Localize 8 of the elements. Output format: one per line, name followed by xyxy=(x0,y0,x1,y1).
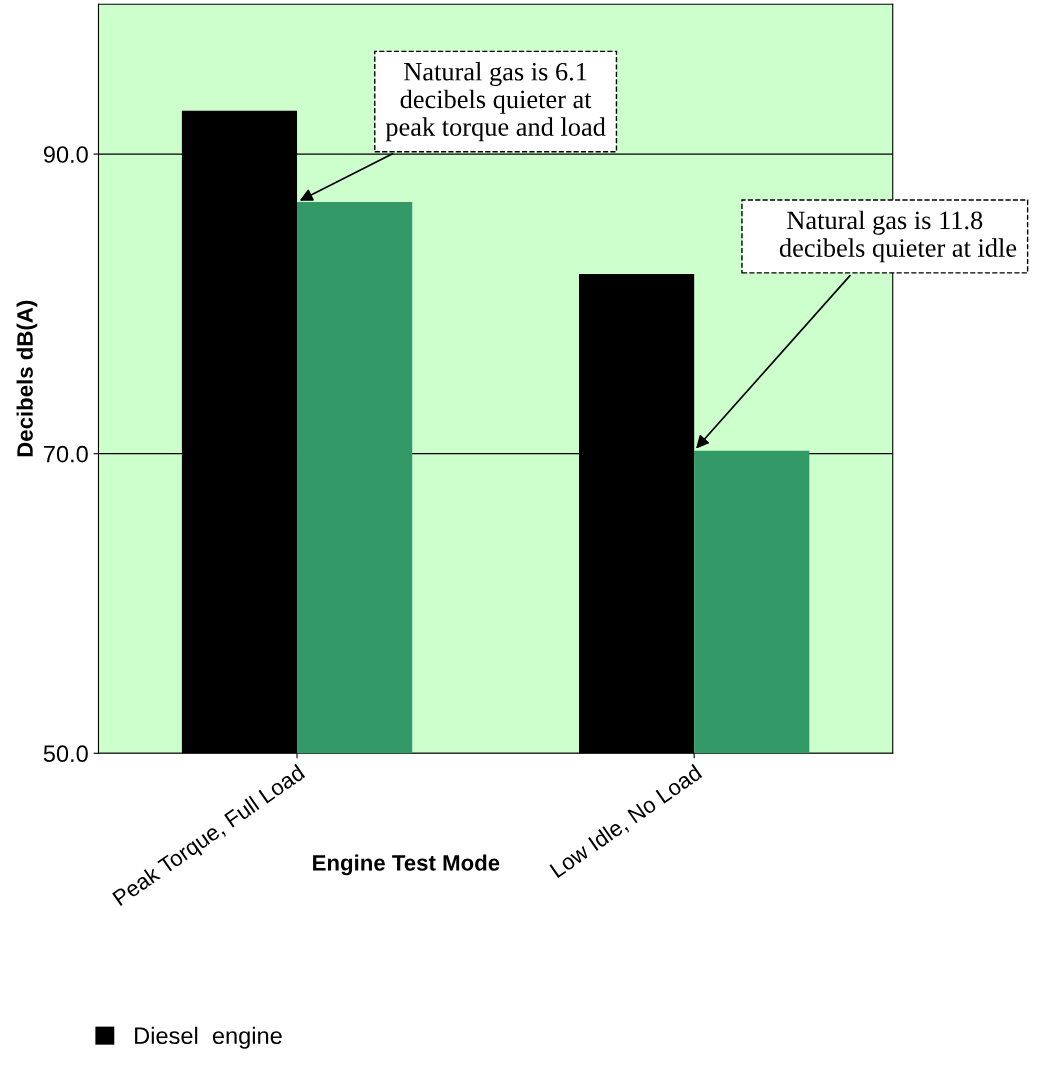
y-tick-label: 70.0 xyxy=(44,445,88,463)
legend-label: Diesel engine xyxy=(135,1026,282,1049)
y-axis-title: Decibels dB(A) xyxy=(16,300,38,457)
annotation: Natural gas is 6.1 decibels quieter at peak torque and load xyxy=(385,62,606,142)
annotation: Natural gas is 11.8 decibels quieter at idle xyxy=(779,210,1017,263)
y-tick-label: 50.0 xyxy=(43,745,88,763)
y-tick-label: 90.0 xyxy=(43,146,88,163)
x-axis-title: Engine Test Mode xyxy=(313,854,500,876)
